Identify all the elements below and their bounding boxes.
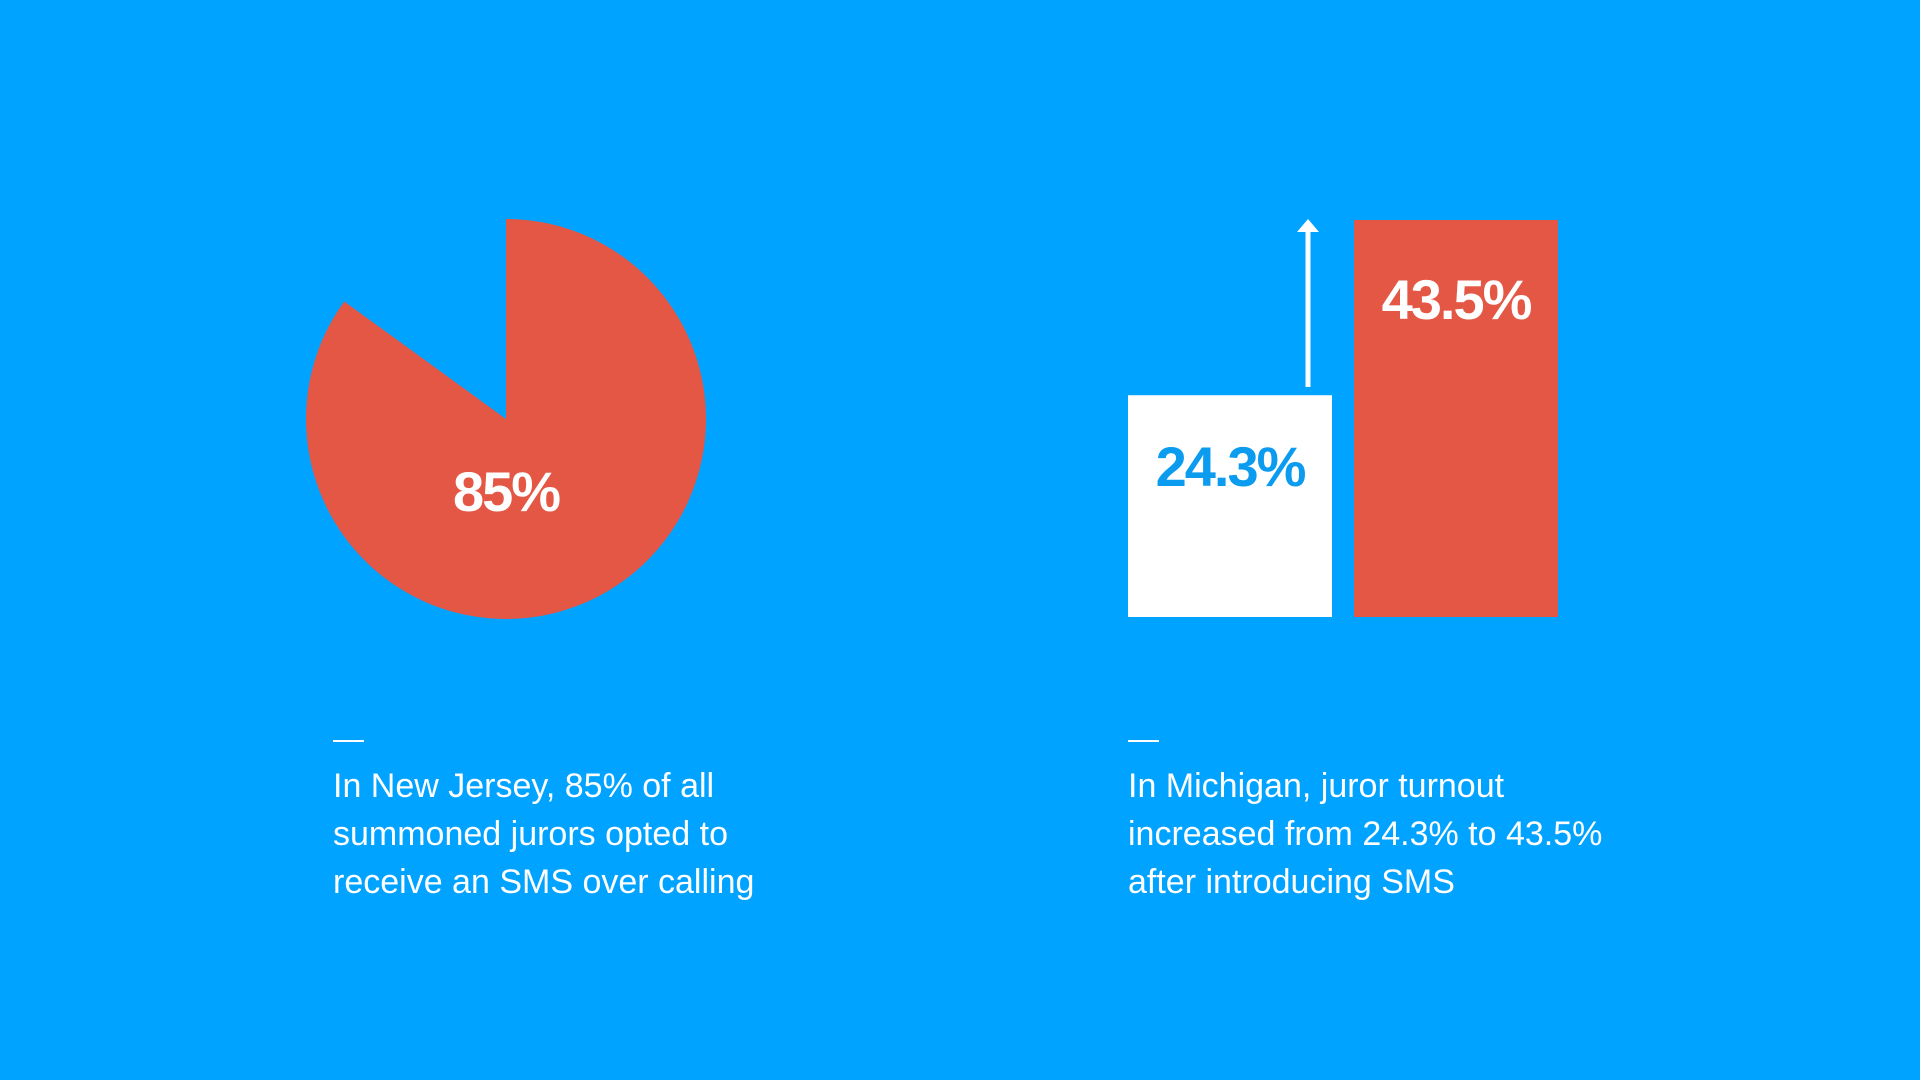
caption-line: In Michigan, juror turnout [1128,767,1505,805]
caption-line: In New Jersey, 85% of all [333,767,714,805]
value-label: 85% [453,460,560,523]
arrow-head [1297,219,1319,232]
caption-line: receive an SMS over calling [333,863,754,901]
caption-line: increased from 24.3% to 43.5% [1128,815,1602,853]
value-label: 24.3% [1156,435,1306,498]
pie-slice [305,219,706,619]
bar [1128,395,1332,617]
bar [1354,220,1558,617]
value-label: 43.5% [1382,268,1532,331]
caption-line: after introducing SMS [1128,863,1455,901]
caption-line: summoned jurors opted to [333,815,728,853]
